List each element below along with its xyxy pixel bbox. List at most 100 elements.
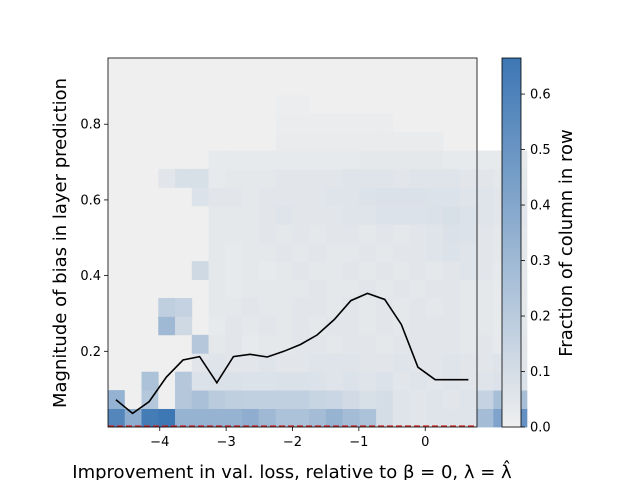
heatmap-cell [225,390,243,409]
x-tick-label: −1 [349,435,368,450]
heatmap-cell [392,371,411,391]
heatmap-cell [292,187,310,207]
heatmap-cell [409,408,427,428]
heatmap-cell [325,353,344,373]
heatmap-cell [409,316,427,336]
heatmap-cell [225,279,243,299]
heatmap-cell [325,132,344,151]
heatmap-cell [175,316,193,336]
heatmap-cell [208,224,226,244]
heatmap-cell [292,316,310,336]
heatmap-cell [225,408,243,428]
heatmap-cell [392,390,411,409]
heatmap-cell [476,224,494,244]
heatmap-cell [342,205,360,225]
heatmap-cell [342,408,360,428]
heatmap-cell [175,297,193,317]
heatmap-cell [275,168,293,188]
heatmap-cell [376,316,394,336]
heatmap-cell [158,168,176,188]
heatmap-cell [309,316,327,336]
heatmap-cell [342,390,360,409]
heatmap-cell [409,150,427,170]
heatmap-cell [275,95,293,115]
heatmap-cell [175,390,193,409]
heatmap-cell [359,224,377,244]
heatmap-cell [376,168,394,188]
heatmap-cell [426,132,444,151]
heatmap-cell [258,205,276,225]
heatmap-cell [426,187,444,207]
heatmap-cell [376,132,394,151]
y-tick-label: 0.4 [80,269,101,284]
heatmap-cell [325,187,344,207]
heatmap-cell [443,205,461,225]
heatmap-cell [443,371,461,391]
heatmap-cell [191,408,209,428]
heatmap-cell [275,224,293,244]
heatmap-cell [359,113,377,133]
heatmap-cell [342,150,360,170]
heatmap-cell [208,408,226,428]
heatmap-cell [242,242,260,262]
heatmap-cell [476,297,494,317]
heatmap-cell [359,408,377,428]
heatmap-cell [242,408,260,428]
heatmap-cell [426,224,444,244]
heatmap-cell [443,279,461,299]
heatmap-cell [292,408,310,428]
heatmap-cell [275,279,293,299]
heatmap-cell [225,353,243,373]
heatmap-cell [459,224,478,244]
heatmap-cell [376,242,394,262]
heatmap-cell [258,242,276,262]
heatmap-cell [258,408,276,428]
heatmap-cell [409,279,427,299]
heatmap-cell [342,187,360,207]
heatmap-cell [426,242,444,262]
heatmap-cell [459,242,478,262]
heatmap-cell [208,334,226,354]
heatmap-cell [392,279,411,299]
heatmap-cell [292,261,310,280]
heatmap-cell [208,168,226,188]
heatmap-cell [409,353,427,373]
heatmap-cell [426,150,444,170]
heatmap-cell [258,224,276,244]
heatmap-cell [158,353,176,373]
heatmap-cell [342,371,360,391]
heatmap-cell [292,168,310,188]
mean-line [115,292,469,415]
heatmap-cell [242,279,260,299]
heatmap-cell [292,279,310,299]
heatmap-cell [359,187,377,207]
heatmap-cell [426,390,444,409]
heatmap-cell [376,113,394,133]
heatmap-cell [342,297,360,317]
heatmap-cell [342,132,360,151]
heatmap-cell [459,353,478,373]
x-axis-label: Improvement in val. loss, relative to β … [72,460,512,480]
heatmap-cell [392,224,411,244]
colorbar-tick-label: 0.4 [530,199,551,214]
heatmap-cell [258,371,276,391]
heatmap-cell [443,150,461,170]
heatmap-cell [476,279,494,299]
heatmap-cell [225,224,243,244]
colorbar-label: Fraction of column in row [556,129,577,357]
heatmap-cell [376,334,394,354]
heatmap-cell [426,316,444,336]
heatmap-cell [325,279,344,299]
heatmap-cell [459,187,478,207]
heatmap-cell [359,334,377,354]
heatmap-cell [275,132,293,151]
heatmap-cell [242,187,260,207]
x-axis: −4 −3 −2 −1 0 [150,427,429,450]
heatmap-cell [342,261,360,280]
heatmap-cell [225,187,243,207]
heatmap-cell [392,261,411,280]
heatmap-cell [476,261,494,280]
heatmap-cell [409,187,427,207]
heatmap-cell [426,205,444,225]
